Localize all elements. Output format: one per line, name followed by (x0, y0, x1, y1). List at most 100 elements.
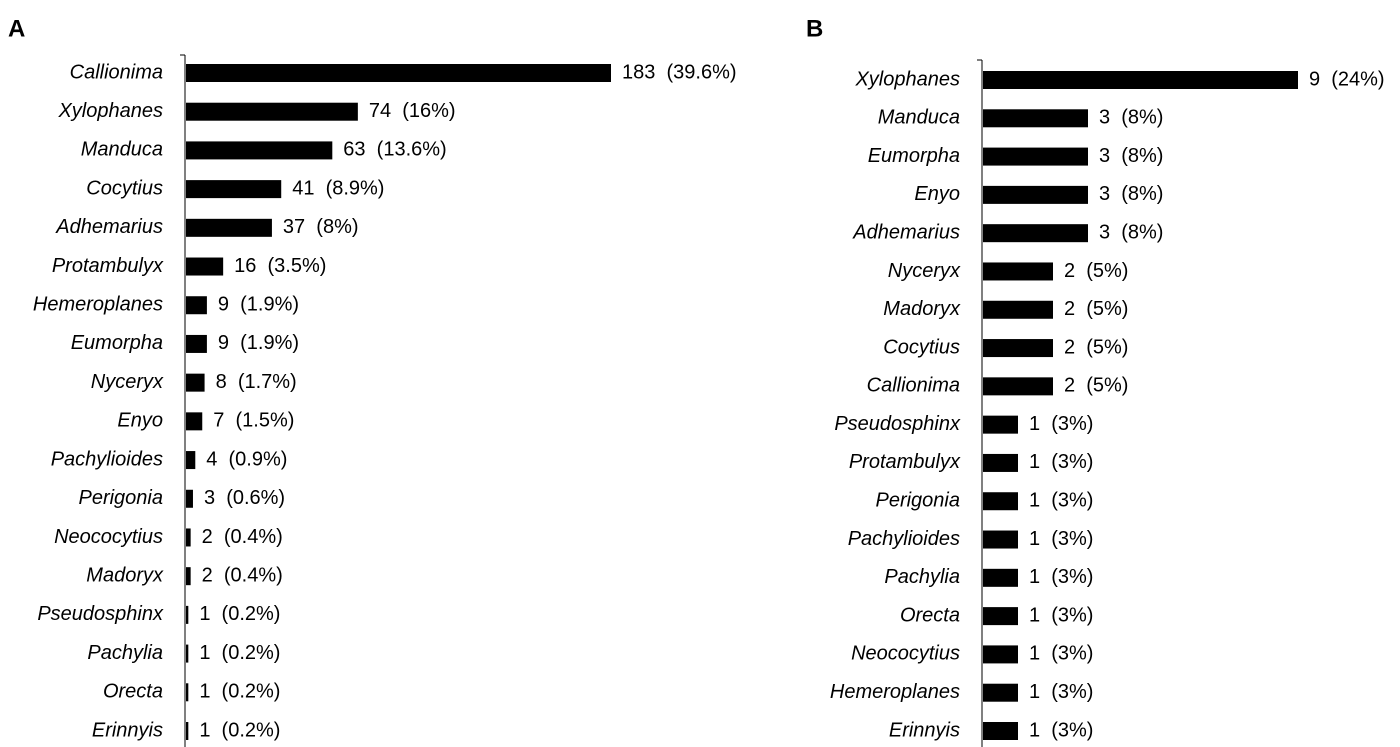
value-label: 1 (0.2%) (199, 603, 280, 625)
value-label: 9 (1.9%) (218, 332, 299, 354)
value-label: 3 (0.6%) (204, 487, 285, 509)
bar (983, 645, 1018, 664)
category-label: Eumorpha (868, 145, 960, 167)
value-label: 1 (3%) (1029, 490, 1093, 512)
bar (983, 377, 1053, 396)
bar (983, 453, 1018, 472)
category-label: Protambulyx (849, 451, 961, 473)
category-label: Pachylia (87, 642, 163, 664)
value-label: 1 (3%) (1029, 451, 1093, 473)
category-label: Madoryx (883, 298, 961, 320)
category-label: Hemeroplanes (830, 681, 960, 703)
bar (186, 102, 358, 121)
value-label: 2 (5%) (1064, 298, 1128, 320)
bar (983, 262, 1053, 281)
value-label: 74 (16%) (369, 100, 456, 122)
value-label: 2 (5%) (1064, 375, 1128, 397)
value-label: 37 (8%) (283, 216, 359, 238)
bar (983, 607, 1018, 626)
value-label: 63 (13.6%) (343, 139, 446, 161)
bar (983, 224, 1088, 243)
value-label: 41 (8.9%) (292, 177, 384, 199)
category-label: Xylophanes (854, 68, 960, 90)
value-label: 2 (0.4%) (202, 564, 283, 586)
bar (186, 451, 196, 470)
bar (186, 722, 189, 740)
category-label: Callionima (867, 375, 960, 397)
bar (983, 683, 1018, 702)
bar (186, 605, 189, 624)
bar (983, 722, 1018, 740)
bar (186, 644, 189, 663)
value-label: 4 (0.9%) (206, 448, 287, 470)
value-label: 9 (1.9%) (218, 294, 299, 316)
bar (983, 530, 1018, 549)
bar (186, 373, 205, 392)
bar (983, 415, 1018, 434)
category-label: Perigonia (875, 490, 960, 512)
value-label: 2 (5%) (1064, 260, 1128, 282)
value-label: 1 (3%) (1029, 681, 1093, 703)
category-label: Adhemarius (852, 221, 960, 243)
category-label: Callionima (70, 61, 163, 83)
category-label: Eumorpha (71, 332, 163, 354)
value-label: 7 (1.5%) (213, 410, 294, 432)
value-label: 1 (3%) (1029, 604, 1093, 626)
bar (186, 218, 272, 237)
value-label: 8 (1.7%) (216, 371, 297, 393)
value-label: 3 (8%) (1099, 221, 1163, 243)
bar (983, 185, 1088, 204)
value-label: 3 (8%) (1099, 145, 1163, 167)
category-label: Adhemarius (55, 216, 163, 238)
category-label: Pseudosphinx (834, 413, 961, 435)
value-label: 2 (0.4%) (202, 526, 283, 548)
value-label: 9 (24%) (1309, 68, 1385, 90)
category-label: Hemeroplanes (33, 294, 163, 316)
bar (186, 489, 193, 508)
value-label: 1 (0.2%) (199, 642, 280, 664)
bar (186, 528, 191, 547)
value-label: 2 (5%) (1064, 336, 1128, 358)
category-label: Protambulyx (52, 255, 164, 277)
category-label: Neococytius (851, 643, 960, 665)
bar (983, 492, 1018, 511)
bar (186, 180, 282, 199)
bar (983, 109, 1088, 128)
value-label: 3 (8%) (1099, 183, 1163, 205)
category-label: Pseudosphinx (37, 603, 164, 625)
category-label: Enyo (117, 410, 163, 432)
bar (186, 296, 207, 315)
bar (186, 257, 224, 276)
category-label: Manduca (878, 107, 960, 129)
bar (983, 339, 1053, 358)
value-label: 1 (3%) (1029, 566, 1093, 588)
category-label: Pachylia (884, 566, 960, 588)
panel-label: B (806, 15, 823, 42)
category-label: Cocytius (883, 336, 960, 358)
category-label: Orecta (900, 604, 960, 626)
value-label: 1 (0.2%) (199, 719, 280, 741)
category-label: Manduca (81, 139, 163, 161)
bar (186, 567, 191, 586)
bar (983, 71, 1298, 89)
value-label: 1 (3%) (1029, 413, 1093, 435)
bar (186, 141, 333, 160)
category-label: Erinnyis (889, 719, 960, 741)
bar (983, 300, 1053, 319)
value-label: 1 (3%) (1029, 643, 1093, 665)
panel-label: A (8, 15, 25, 42)
category-label: Madoryx (86, 564, 164, 586)
category-label: Xylophanes (57, 100, 163, 122)
category-label: Pachylioides (848, 528, 960, 550)
category-label: Enyo (914, 183, 960, 205)
bar (186, 334, 207, 353)
category-label: Pachylioides (51, 448, 163, 470)
value-label: 1 (0.2%) (199, 681, 280, 703)
bar (983, 568, 1018, 587)
category-label: Perigonia (78, 487, 163, 509)
category-label: Cocytius (86, 177, 163, 199)
bar (186, 412, 203, 431)
category-label: Orecta (103, 681, 163, 703)
value-label: 1 (3%) (1029, 528, 1093, 550)
